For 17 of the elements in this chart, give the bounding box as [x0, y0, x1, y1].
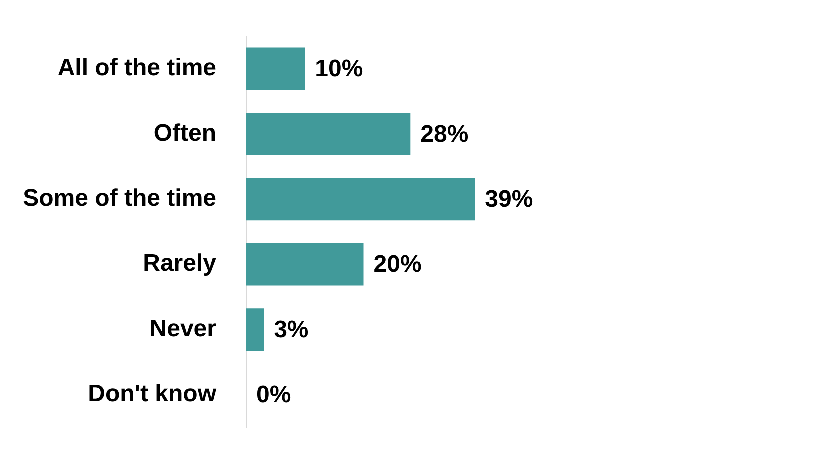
data-label: 0%	[256, 382, 292, 409]
bar	[246, 113, 411, 156]
bar	[246, 308, 264, 351]
y-tick-label: Never	[150, 315, 216, 342]
data-label: 28%	[420, 120, 469, 148]
bar	[246, 48, 306, 90]
data-label: 20%	[374, 251, 422, 278]
y-tick-label: Rarely	[143, 250, 218, 278]
y-tick-label: Often	[154, 120, 216, 147]
data-label: 3%	[274, 316, 309, 344]
y-tick-label: All of the time	[58, 54, 216, 82]
y-tick-label: Some of the time	[23, 185, 216, 212]
y-tick-label: Don't know	[88, 380, 217, 408]
bar	[246, 178, 476, 221]
data-label: 10%	[315, 56, 364, 83]
bar	[246, 243, 364, 286]
data-label: 39%	[485, 186, 534, 214]
